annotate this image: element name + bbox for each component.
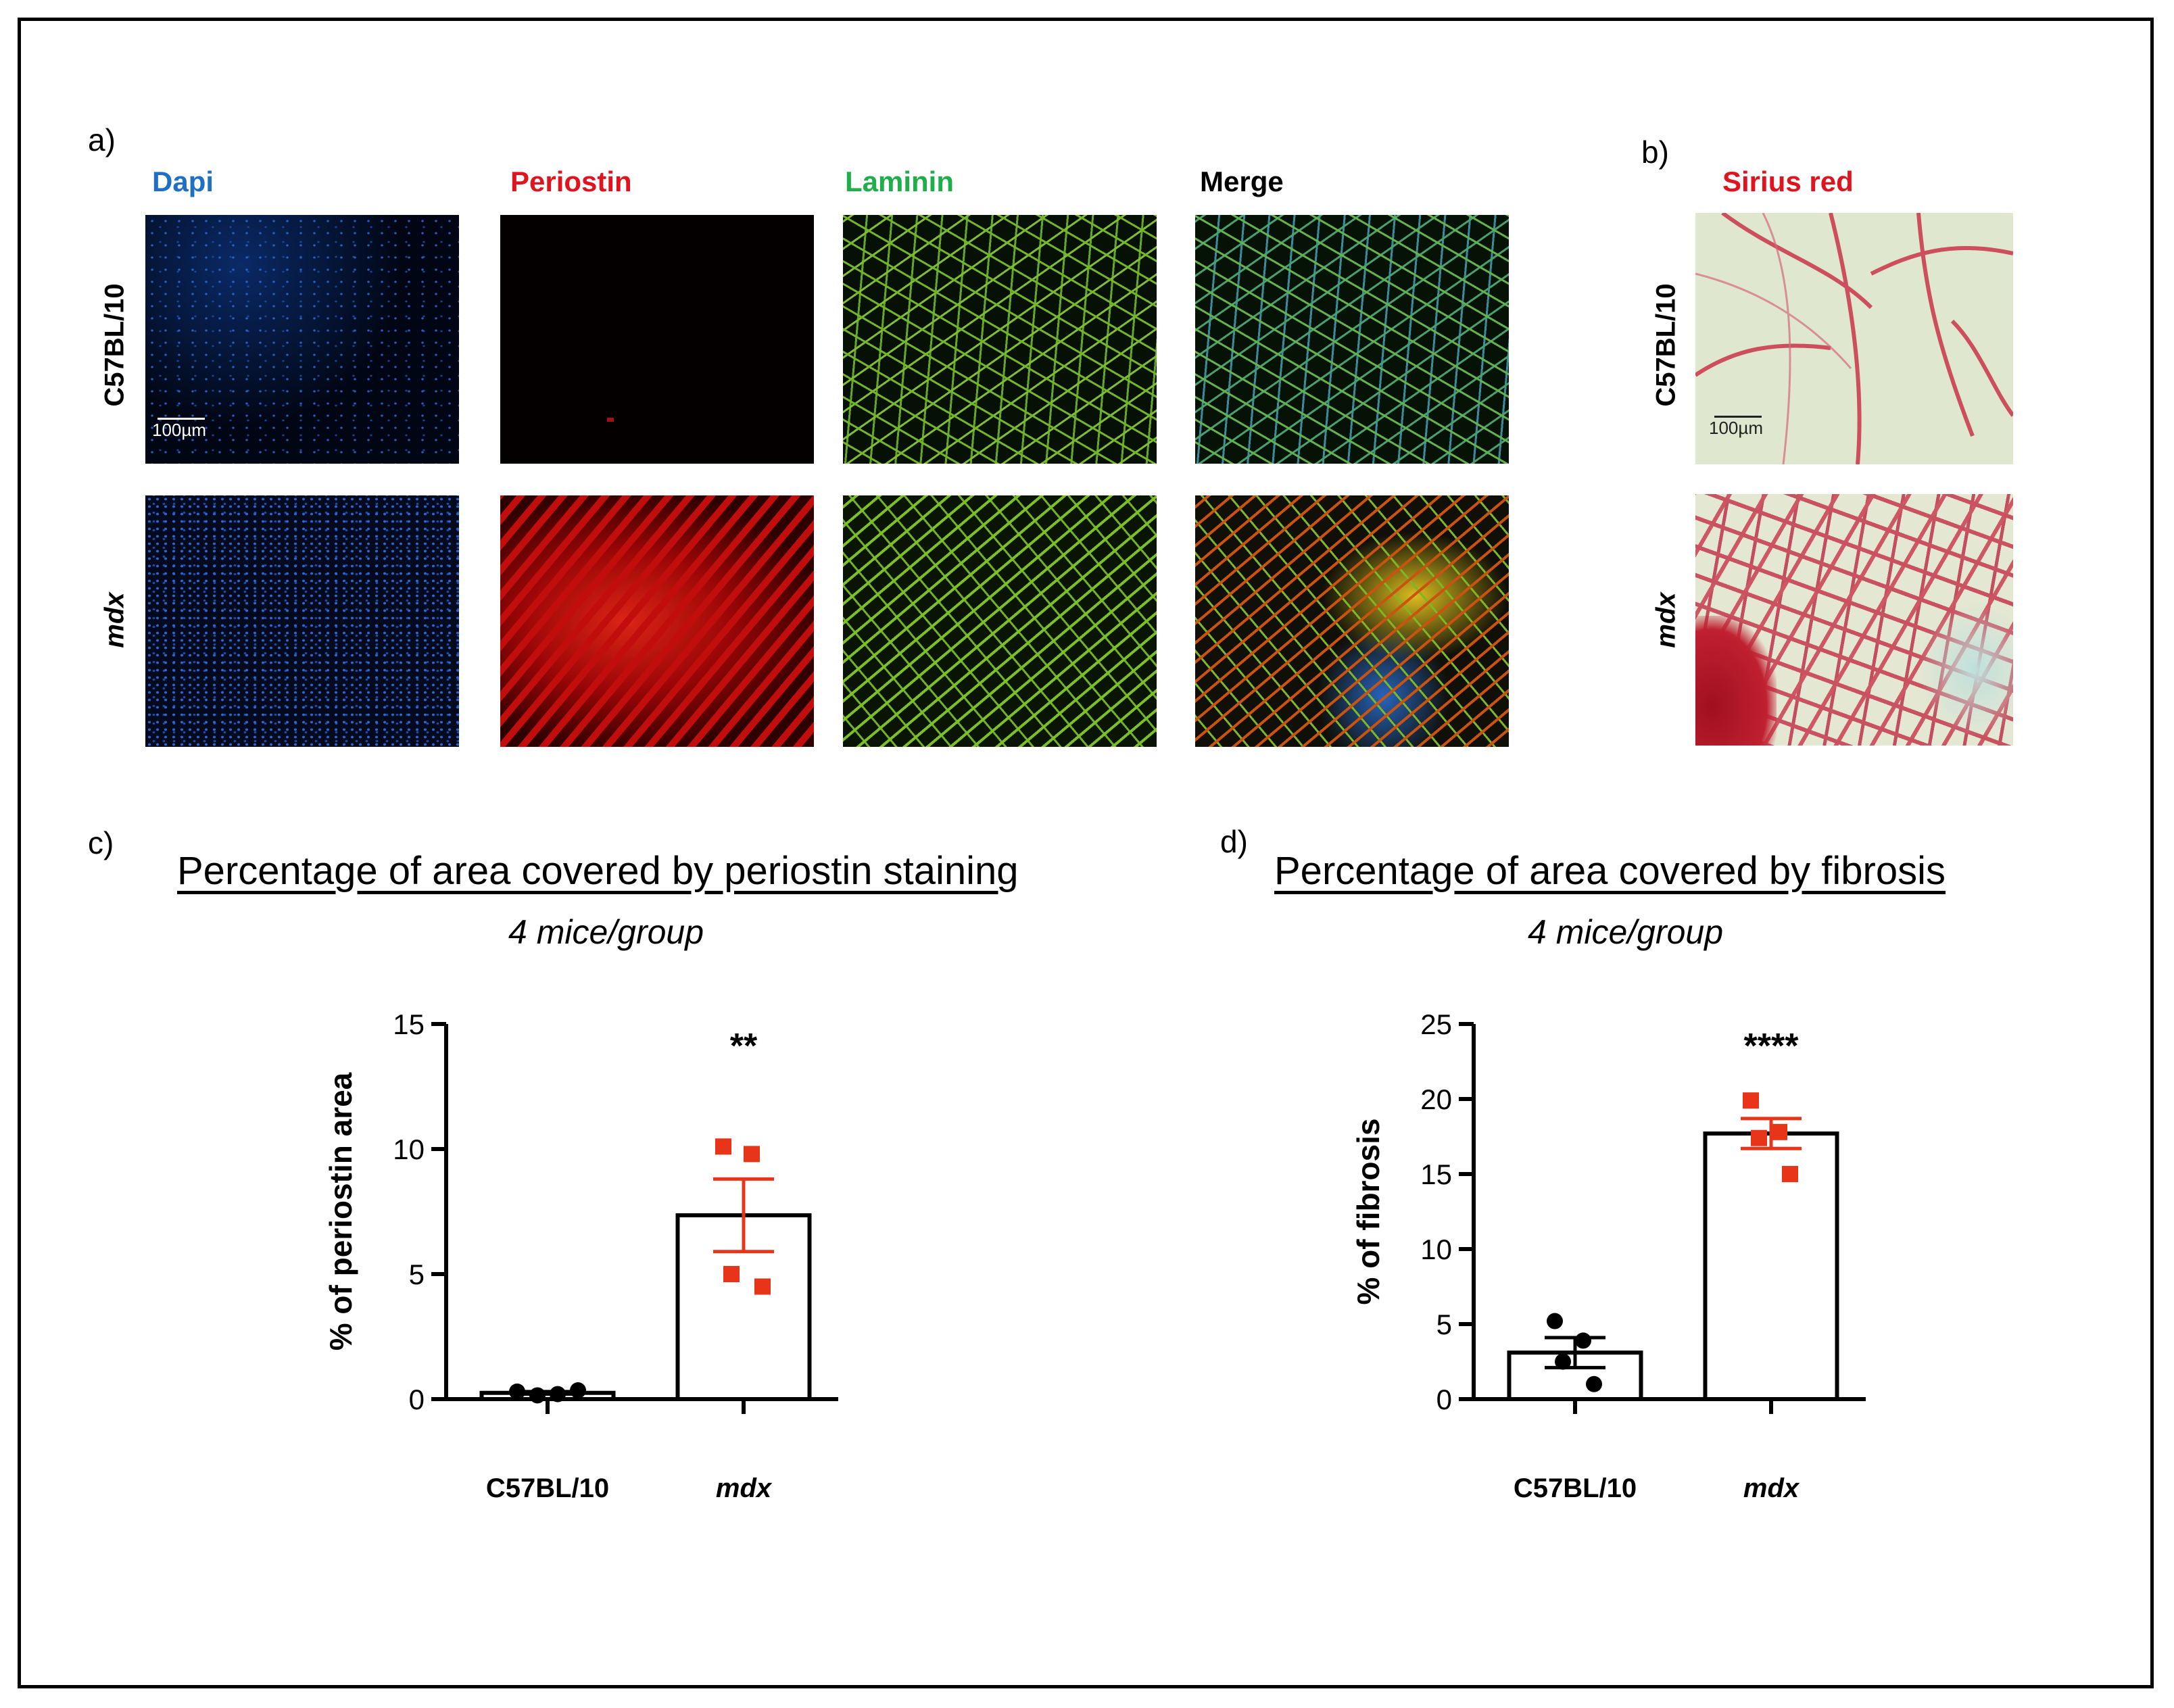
panel-b-label: b) [1641, 135, 1669, 170]
data-point [529, 1387, 546, 1404]
y-tick-label: 25 [1420, 1008, 1452, 1040]
figure-frame [18, 18, 2154, 1688]
y-tick-label: 5 [1436, 1309, 1452, 1340]
column-header-dapi: Dapi [152, 166, 214, 197]
row-label-mdx: mdx [99, 592, 130, 648]
x-tick-label: mdx [1743, 1473, 1800, 1503]
data-point [570, 1382, 586, 1399]
panel-d-subtitle: 4 mice/group [1528, 913, 1724, 951]
panel-c-subtitle: 4 mice/group [508, 913, 704, 951]
fibrosis-bar-chart: 0 5 10 15 20 25 % of fibrosis C57BL/10 mdx **** [1352, 1008, 1866, 1503]
y-tick-label: 10 [393, 1133, 425, 1165]
laminin-mdx-image [843, 495, 1157, 747]
bar-mdx [675, 1213, 812, 1401]
y-axis-label: % of periostin area [324, 1072, 358, 1350]
panel-a-label: a) [88, 122, 116, 157]
data-point [1743, 1092, 1759, 1109]
panel-c-label: c) [88, 825, 114, 860]
y-tick-label: 15 [393, 1008, 425, 1040]
merge-c57bl10-image [1195, 215, 1509, 464]
data-point [509, 1383, 525, 1400]
data-point [1751, 1129, 1767, 1146]
dapi-c57bl10-image: 100µm [145, 215, 459, 464]
panel-d-title: Percentage of area covered by fibrosis [1274, 849, 1946, 893]
x-tick-label: mdx [716, 1473, 773, 1503]
column-header-laminin: Laminin [845, 166, 955, 197]
data-point [754, 1278, 771, 1295]
x-tick-label: C57BL/10 [1514, 1473, 1637, 1503]
data-point [723, 1266, 740, 1282]
y-axis-label: % of fibrosis [1352, 1118, 1386, 1304]
scale-bar-a: 100µm [152, 418, 206, 441]
x-tick-label: C57BL/10 [486, 1473, 609, 1503]
column-header-merge: Merge [1200, 166, 1284, 197]
significance-label: **** [1744, 1027, 1799, 1066]
panel-c-title: Percentage of area covered by periostin … [177, 849, 1019, 893]
data-point [1771, 1123, 1787, 1140]
y-tick-label: 0 [1436, 1384, 1452, 1415]
column-header-sirius-red: Sirius red [1722, 166, 1854, 197]
periostin-bar-chart: 0 5 10 15 % of periostin area C57BL/10 mdx ** [324, 1008, 838, 1503]
data-point [1575, 1332, 1591, 1349]
y-tick-label: 5 [409, 1259, 425, 1290]
y-tick-label: 20 [1420, 1083, 1452, 1115]
data-point [550, 1386, 566, 1402]
row-label-b-mdx: mdx [1651, 592, 1681, 648]
scale-bar-b: 100µm [1709, 416, 1763, 439]
data-point [1782, 1166, 1798, 1182]
data-point [715, 1138, 731, 1155]
data-point [744, 1146, 760, 1163]
row-label-c57bl10: C57BL/10 [99, 283, 130, 407]
row-label-b-c57bl10: C57BL/10 [1651, 283, 1681, 407]
sirius-red-mdx-image [1695, 494, 2013, 746]
y-tick-label: 15 [1420, 1158, 1452, 1190]
dapi-mdx-image [145, 495, 459, 747]
merge-mdx-image [1195, 495, 1509, 747]
data-point [1555, 1353, 1571, 1370]
data-point [1547, 1313, 1563, 1329]
panel-d-label: d) [1220, 824, 1248, 859]
bar-mdx [1703, 1131, 1839, 1401]
y-tick-label: 0 [409, 1384, 425, 1415]
significance-label: ** [730, 1027, 758, 1066]
periostin-c57bl10-image [500, 215, 814, 464]
laminin-c57bl10-image [843, 215, 1157, 464]
data-point [1586, 1375, 1602, 1392]
sirius-red-c57bl10-image: 100µm [1695, 213, 2013, 464]
y-tick-label: 10 [1420, 1234, 1452, 1265]
column-header-periostin: Periostin [510, 166, 632, 197]
periostin-mdx-image [500, 495, 814, 747]
